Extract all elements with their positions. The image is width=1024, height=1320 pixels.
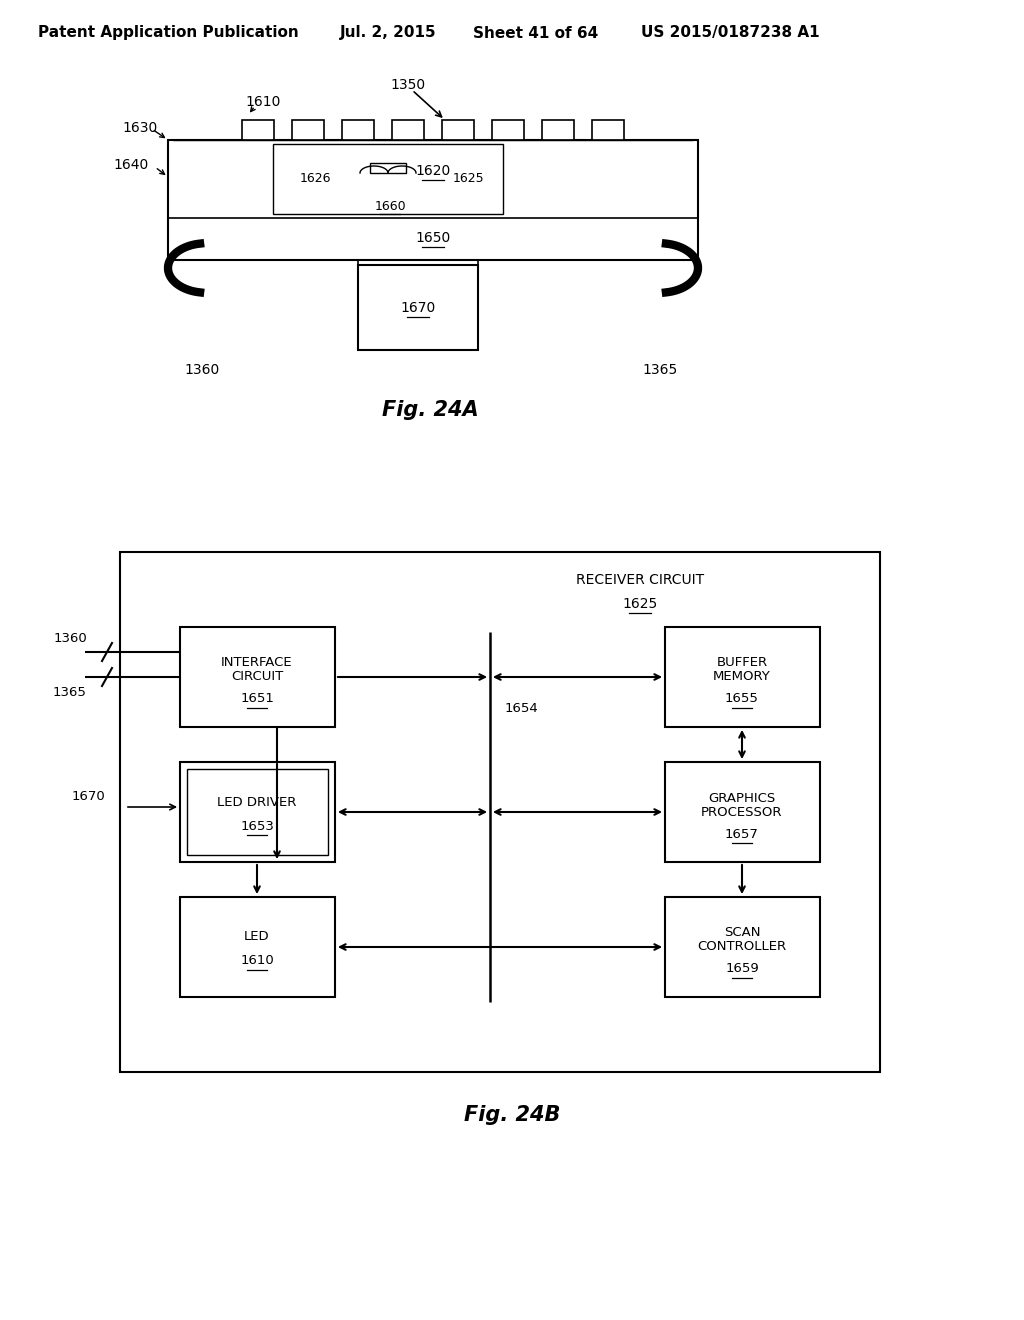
Text: 1657: 1657 [725, 828, 759, 841]
Text: Patent Application Publication: Patent Application Publication [38, 25, 298, 41]
Text: 1653: 1653 [240, 820, 274, 833]
Text: LED DRIVER: LED DRIVER [217, 796, 297, 808]
Text: CONTROLLER: CONTROLLER [697, 940, 786, 953]
Bar [392, 120, 424, 140]
Text: 1650: 1650 [416, 231, 451, 246]
Text: 1365: 1365 [53, 686, 87, 700]
Text: GRAPHICS: GRAPHICS [709, 792, 775, 804]
Bar [442, 120, 474, 140]
Bar [665, 898, 820, 997]
Text: 1660: 1660 [374, 199, 406, 213]
Text: 1625: 1625 [453, 173, 483, 186]
Text: 1610: 1610 [246, 95, 281, 110]
Bar [592, 120, 624, 140]
Text: US 2015/0187238 A1: US 2015/0187238 A1 [641, 25, 819, 41]
Text: 1659: 1659 [725, 962, 759, 975]
Text: MEMORY: MEMORY [713, 671, 771, 684]
Text: 1651: 1651 [240, 693, 274, 705]
Bar [273, 144, 503, 214]
Text: 1350: 1350 [390, 78, 425, 92]
Bar [370, 162, 406, 173]
Bar [180, 898, 335, 997]
Text: 1360: 1360 [53, 631, 87, 644]
Text: Jul. 2, 2015: Jul. 2, 2015 [340, 25, 436, 41]
Text: RECEIVER CIRCUIT: RECEIVER CIRCUIT [575, 573, 705, 587]
Bar [358, 265, 478, 350]
Text: 1670: 1670 [72, 791, 105, 804]
Text: INTERFACE: INTERFACE [221, 656, 293, 669]
Text: LED: LED [244, 931, 269, 944]
Bar [292, 120, 324, 140]
Text: 1655: 1655 [725, 693, 759, 705]
Text: Fig. 24B: Fig. 24B [464, 1105, 560, 1125]
Text: 1620: 1620 [416, 164, 451, 178]
Text: 1365: 1365 [642, 363, 678, 378]
Text: 1670: 1670 [400, 301, 435, 315]
Text: BUFFER: BUFFER [717, 656, 768, 669]
Text: 1630: 1630 [122, 121, 158, 135]
Text: 1640: 1640 [113, 158, 148, 172]
Text: 1625: 1625 [623, 597, 657, 611]
Text: 1626: 1626 [299, 173, 331, 186]
Text: 1360: 1360 [184, 363, 219, 378]
Bar [120, 552, 880, 1072]
Bar [187, 770, 328, 855]
Bar [168, 140, 698, 260]
Text: Fig. 24A: Fig. 24A [382, 400, 478, 420]
Text: 1610: 1610 [240, 954, 273, 968]
Bar [180, 762, 335, 862]
Text: CIRCUIT: CIRCUIT [230, 671, 283, 684]
Bar [342, 120, 374, 140]
Bar [665, 762, 820, 862]
Text: 1654: 1654 [505, 702, 539, 715]
Bar [180, 627, 335, 727]
Bar [665, 627, 820, 727]
Bar [542, 120, 574, 140]
Bar [492, 120, 524, 140]
Text: Sheet 41 of 64: Sheet 41 of 64 [473, 25, 599, 41]
Text: PROCESSOR: PROCESSOR [701, 805, 782, 818]
Bar [242, 120, 274, 140]
Text: SCAN: SCAN [724, 927, 760, 940]
